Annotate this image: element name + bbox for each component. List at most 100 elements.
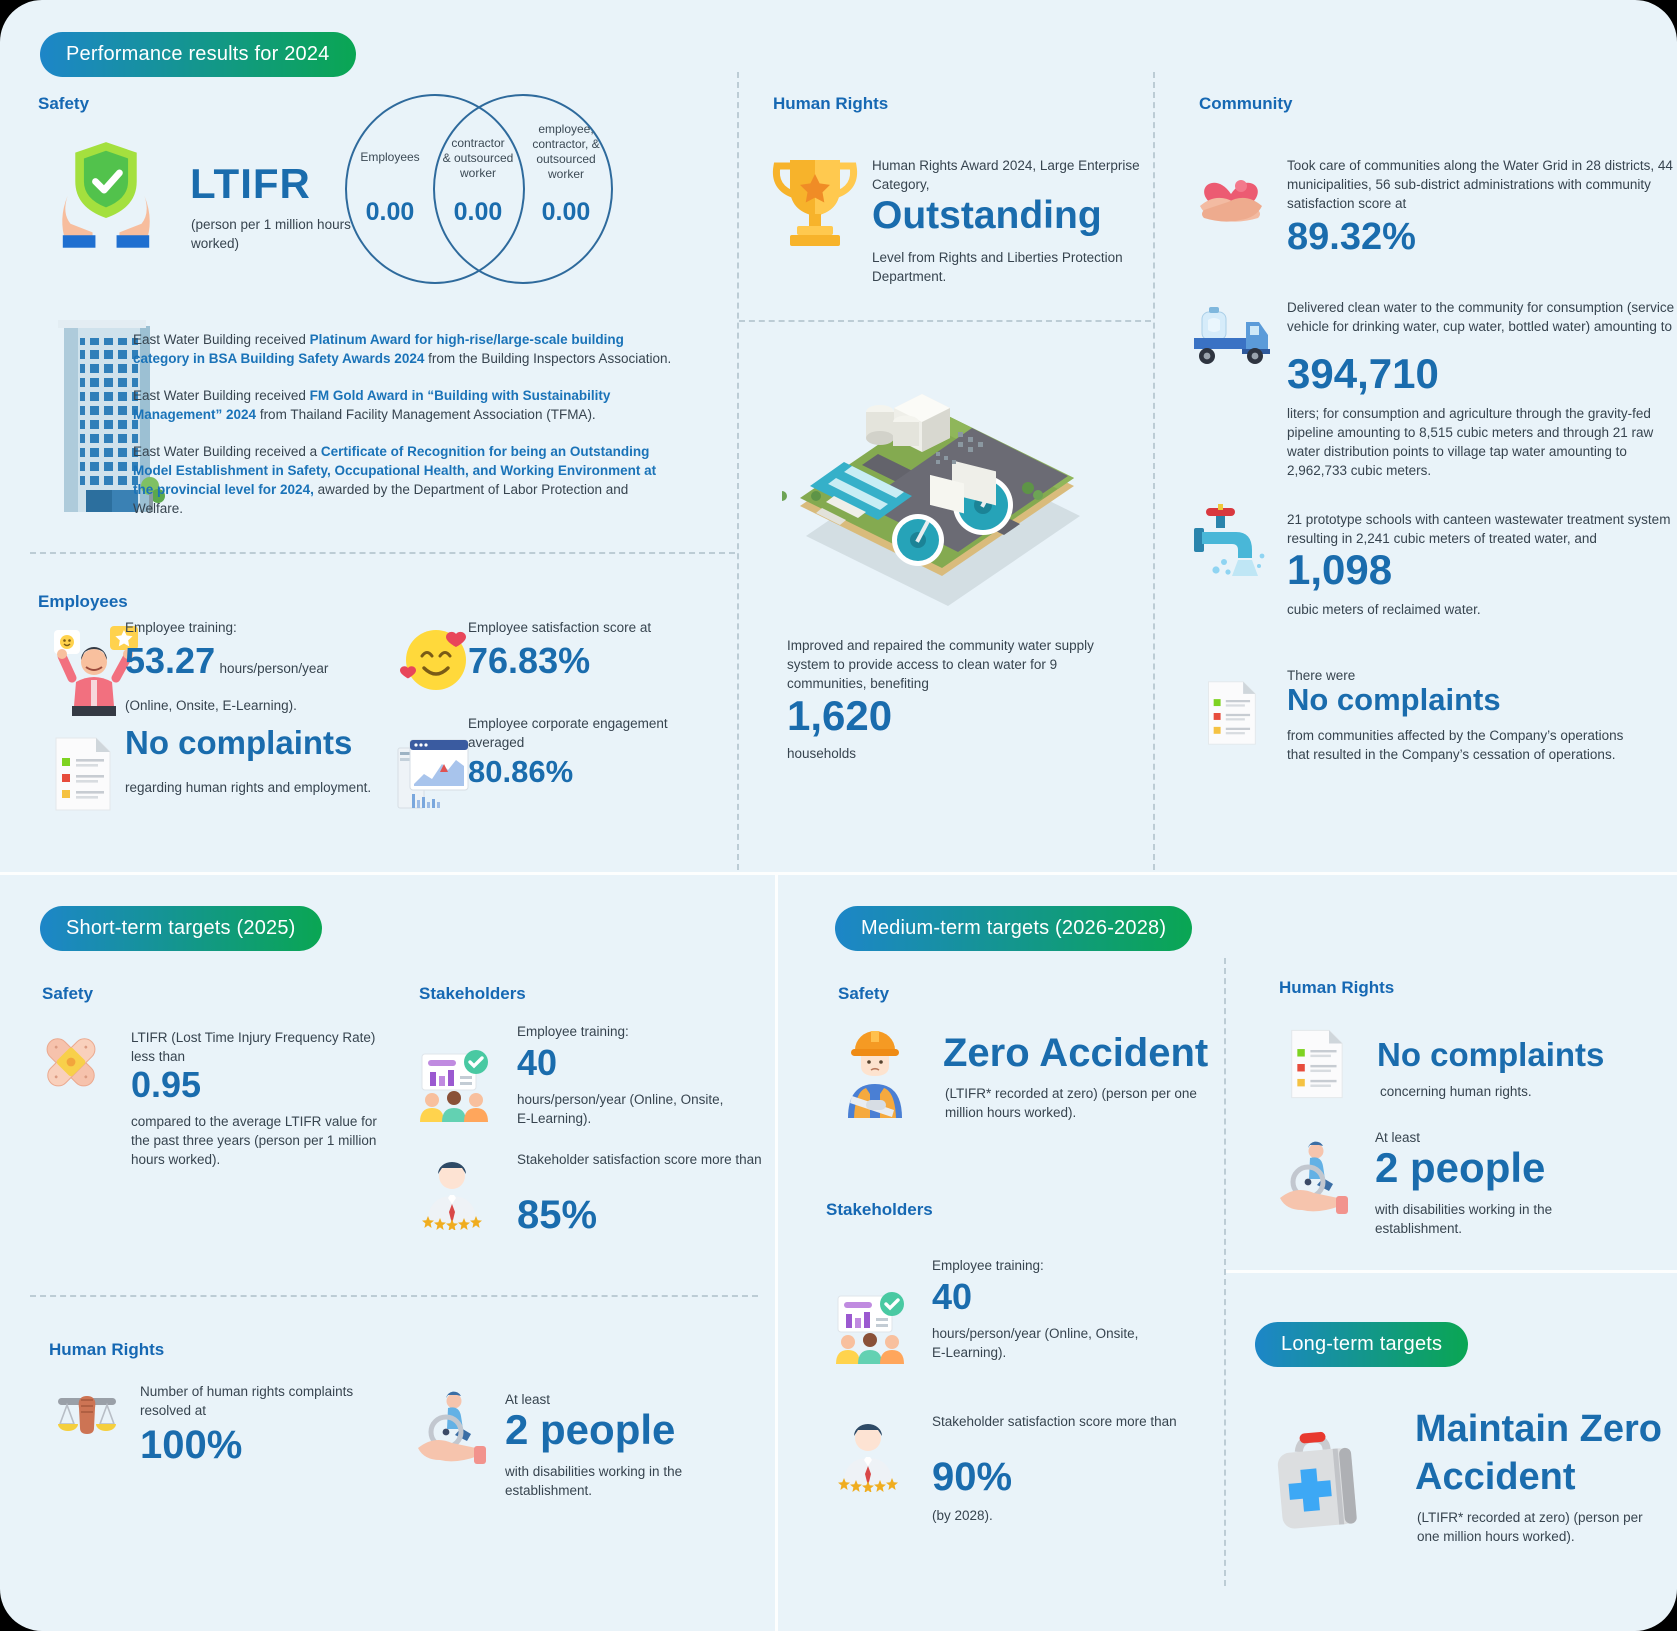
venn-right-value: 0.00 xyxy=(541,198,591,226)
award-1-pre: East Water Building received xyxy=(133,332,310,347)
short-safety-heading: Safety xyxy=(42,984,94,1003)
short-disability-post: with disabilities working in the establi… xyxy=(505,1464,683,1499)
employee-no-complaints-note: regarding human rights and employment. xyxy=(125,780,372,795)
heart-hands-icon xyxy=(1198,158,1264,224)
community-block3-text: 21 prototype schools with canteen wastew… xyxy=(1287,512,1671,547)
medium-training-label: Employee training: xyxy=(932,1258,1044,1273)
award-2-post: from Thailand Facility Management Associ… xyxy=(256,407,596,423)
community-block4-big: No complaints xyxy=(1287,682,1501,717)
short-term-header-pill: Short-term targets (2025) xyxy=(40,906,322,951)
divider-bottom-columns xyxy=(775,875,778,1631)
wheelchair-hand-icon-2 xyxy=(1278,1140,1348,1216)
bottom-hr-no-complaints-note: concerning human rights. xyxy=(1380,1084,1532,1099)
hr-document-icon xyxy=(1288,1028,1344,1100)
employee-training-note: (Online, Onsite, E-Learning). xyxy=(125,698,297,713)
short-safety-line1: LTIFR (Lost Time Injury Frequency Rate) … xyxy=(131,1030,376,1065)
water-supply-value: 1,620 xyxy=(787,692,893,739)
medium-training-post: hours/person/year (Online, Onsite, E-Lea… xyxy=(932,1326,1139,1361)
bottom-hr-disability-pre: At least xyxy=(1375,1130,1421,1145)
training-presentation-icon-2 xyxy=(834,1290,906,1364)
medium-satisfaction-label: Stakeholder satisfaction score more than xyxy=(932,1414,1177,1429)
community-block3-post: cubic meters of reclaimed water. xyxy=(1287,602,1481,617)
divider-safety-employees xyxy=(30,552,735,554)
ltifr-value: LTIFR xyxy=(190,160,311,207)
employee-training-label: Employee training: xyxy=(125,620,237,635)
short-satisfaction-label: Stakeholder satisfaction score more than xyxy=(517,1152,762,1167)
engagement-chart-icon xyxy=(396,736,470,816)
employee-training-number: 53.27 xyxy=(125,640,216,681)
smiling-face-hearts-icon xyxy=(398,622,470,694)
award-2-bold: FM Gold Award in “Building with Sustaina… xyxy=(133,388,611,423)
employee-satisfaction-label: Employee satisfaction score at xyxy=(468,620,652,635)
employee-training-value: 53.27 hours/person/year xyxy=(125,642,328,680)
bottom-hr-heading: Human Rights xyxy=(1279,978,1395,997)
short-disability-value: 2 people xyxy=(505,1406,676,1453)
bottom-hr-disability-post: with disabilities working in the establi… xyxy=(1375,1202,1553,1237)
short-stakeholders-heading: Stakeholders xyxy=(419,984,526,1003)
medium-satisfaction-value: 90% xyxy=(932,1455,1013,1499)
award-paragraph-3: East Water Building received a Certifica… xyxy=(133,442,678,519)
award-3-bold: Certificate of Recognition for being an … xyxy=(133,444,657,498)
award-paragraph-1: East Water Building received Platinum Aw… xyxy=(133,330,678,368)
performance-header-pill: Performance results for 2024 xyxy=(40,32,356,77)
short-hr-complaints-value: 100% xyxy=(140,1423,243,1467)
venn-mid-value: 0.00 xyxy=(453,198,503,226)
shield-hands-icon xyxy=(58,138,154,248)
short-hr-heading: Human Rights xyxy=(49,1340,165,1359)
water-treatment-plant-illustration xyxy=(782,392,1082,620)
community-block4-post: from communities affected by the Company… xyxy=(1287,728,1624,763)
engagement-value: 80.86% xyxy=(468,754,574,789)
community-block2-value: 394,710 xyxy=(1287,350,1439,397)
short-training-post: hours/person/year (Online, Onsite, E-Lea… xyxy=(517,1092,724,1127)
venn-mid-label: contractor & outsourced worker xyxy=(442,136,514,180)
community-block4-pre: There were xyxy=(1287,668,1356,683)
ltifr-note: (person per 1 million hours worked) xyxy=(191,217,351,252)
divider-medium-right xyxy=(1224,958,1226,1586)
divider-top-2 xyxy=(1153,72,1155,870)
short-training-label: Employee training: xyxy=(517,1024,629,1039)
community-block2-post: liters; for consumption and agriculture … xyxy=(1287,406,1654,479)
first-aid-kit-icon xyxy=(1272,1424,1372,1540)
engagement-label: Employee corporate engagement averaged xyxy=(468,716,668,751)
water-truck-icon xyxy=(1192,306,1272,368)
medium-stakeholders-heading: Stakeholders xyxy=(826,1200,933,1219)
building-icon xyxy=(46,320,166,518)
divider-top-1 xyxy=(737,72,739,870)
injured-worker-icon xyxy=(842,1024,908,1118)
divider-hr-longterm xyxy=(1226,1270,1677,1273)
award-2-pre: East Water Building received xyxy=(133,388,310,403)
hr-award-post: Level from Rights and Liberties Protecti… xyxy=(872,250,1123,285)
venn-left-label: Employees xyxy=(360,150,420,164)
community-block2-text: Delivered clean water to the community f… xyxy=(1287,300,1675,335)
community-heading: Community xyxy=(1199,94,1293,113)
award-3-post: awarded by the Department of Labor Prote… xyxy=(133,482,629,517)
award-paragraph-2: East Water Building received FM Gold Awa… xyxy=(133,386,678,424)
award-1-post: from the Building Inspectors Association… xyxy=(424,351,672,367)
medium-training-value: 40 xyxy=(932,1276,973,1317)
bottom-hr-no-complaints: No complaints xyxy=(1377,1036,1605,1073)
medium-safety-heading: Safety xyxy=(838,984,890,1003)
employees-heading: Employees xyxy=(38,592,128,611)
hr-award-big: Outstanding xyxy=(872,194,1102,237)
employee-satisfaction-value: 76.83% xyxy=(468,640,591,681)
medium-zero-accident: Zero Accident xyxy=(943,1031,1209,1075)
faucet-icon xyxy=(1192,504,1268,578)
satisfaction-person-stars-icon-2 xyxy=(836,1420,900,1492)
wheelchair-hand-icon xyxy=(416,1390,486,1466)
short-hr-complaints-label: Number of human rights complaints resolv… xyxy=(140,1384,354,1419)
employee-training-icon xyxy=(52,622,140,718)
hr-award-pre: Human Rights Award 2024, Large Enterpris… xyxy=(872,158,1140,193)
bandage-icon xyxy=(38,1026,104,1098)
long-term-header-pill: Long-term targets xyxy=(1255,1322,1469,1367)
community-block1-value: 89.32% xyxy=(1287,216,1416,258)
community-document-icon xyxy=(1205,678,1257,748)
medium-satisfaction-note: (by 2028). xyxy=(932,1508,993,1523)
complaints-document-icon xyxy=(52,736,112,812)
divider-sections xyxy=(0,872,1677,875)
venn-left-value: 0.00 xyxy=(365,198,415,226)
employee-training-unit: hours/person/year xyxy=(219,661,329,676)
short-disability-pre: At least xyxy=(505,1392,551,1407)
award-3-pre: East Water Building received a xyxy=(133,444,321,459)
community-block1-text: Took care of communities along the Water… xyxy=(1287,158,1673,212)
